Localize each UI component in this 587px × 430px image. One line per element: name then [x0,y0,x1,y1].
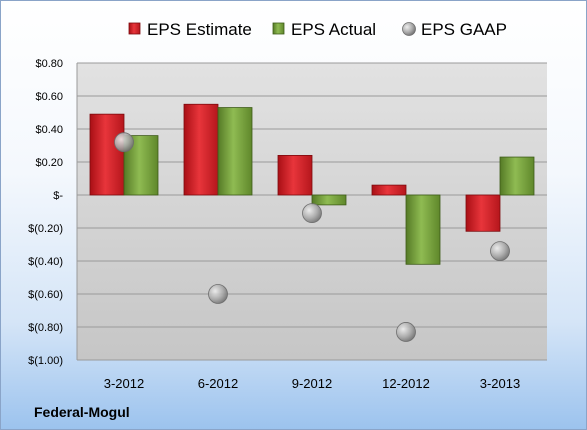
bar-eps-actual [217,107,253,196]
bar-eps-estimate [371,184,407,196]
marker-eps-gaap [302,203,322,224]
bar-eps-actual [499,156,535,196]
bar-eps-actual [405,194,441,265]
x-tick-label: 9-2012 [292,376,332,391]
y-tick-label: $(0.80) [28,322,63,334]
x-tick-label: 3-2013 [480,376,520,391]
bar-eps-estimate [465,194,501,232]
marker-eps-gaap [114,132,134,153]
y-tick-label: $(0.40) [28,256,63,268]
x-tick-label: 6-2012 [198,376,238,391]
bar-eps-actual [311,194,347,206]
legend-swatch-eps-actual [272,22,285,35]
y-axis: $0.80 $0.60 $0.40 $0.20 $- $(0.20) $(0.40) $(0.… [28,58,78,367]
bar-eps-estimate [183,103,219,196]
marker-eps-gaap [208,284,228,304]
bar-eps-estimate [89,113,125,196]
y-tick-label: $(0.20) [28,223,63,235]
y-tick-label: $(1.00) [28,355,63,367]
y-tick-label: $(0.60) [28,289,63,301]
marker-eps-gaap [490,241,510,262]
company-name: Federal-Mogul [34,404,130,420]
chart-marks [89,103,535,342]
legend-swatch-eps-gaap [402,22,416,36]
x-tick-label: 12-2012 [382,376,430,391]
marker-eps-gaap [396,322,416,342]
x-axis: 3-2012 6-2012 9-2012 12-2012 3-2013 [104,376,520,391]
legend: EPS Estimate EPS Actual EPS GAAP [128,20,507,39]
bar-eps-estimate [277,154,313,196]
legend-label-eps-actual: EPS Actual [291,20,376,39]
y-tick-label: $0.40 [35,124,63,136]
y-tick-label: $0.60 [35,91,63,103]
y-tick-label: $- [53,190,63,202]
gridlines [77,62,547,361]
x-tick-label: 3-2012 [104,376,144,391]
legend-label-eps-gaap: EPS GAAP [421,20,507,39]
legend-swatch-eps-estimate [128,22,141,35]
y-tick-label: $0.80 [35,58,63,70]
legend-label-eps-estimate: EPS Estimate [147,20,252,39]
y-tick-label: $0.20 [35,157,63,169]
